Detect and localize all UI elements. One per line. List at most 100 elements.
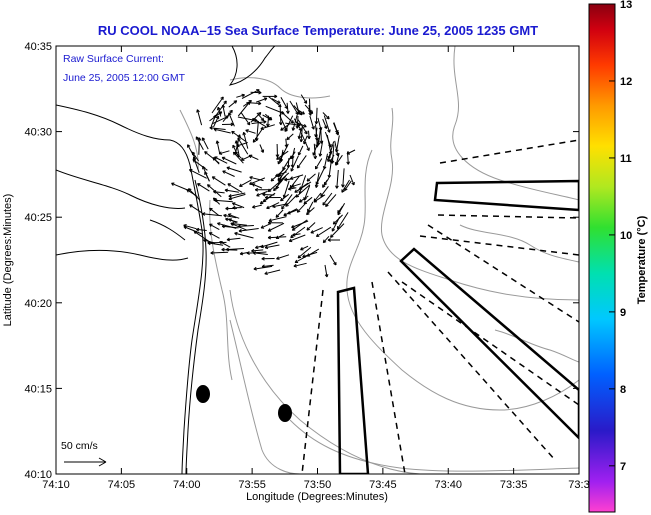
current-vector <box>275 171 287 177</box>
current-vector <box>238 228 259 233</box>
current-vector <box>314 107 319 125</box>
current-vector <box>303 135 308 145</box>
current-vector <box>213 115 220 128</box>
current-vector <box>210 114 217 127</box>
current-vector <box>256 97 268 103</box>
current-vector <box>256 190 268 197</box>
current-vector <box>234 231 254 239</box>
annotation-line-1: Raw Surface Current: <box>63 53 164 65</box>
current-vector <box>217 222 237 229</box>
current-vector <box>291 220 309 229</box>
current-vector <box>192 159 208 171</box>
current-vector <box>207 184 222 198</box>
current-vector <box>267 235 287 240</box>
current-vector <box>250 90 262 95</box>
current-vector <box>250 112 262 123</box>
current-vector <box>249 177 266 186</box>
current-vector <box>221 156 237 165</box>
current-vector <box>221 104 226 117</box>
colorbar-tick-label: 13 <box>620 0 632 11</box>
current-vector <box>292 233 301 237</box>
current-vector <box>268 96 282 108</box>
lane-boundary <box>301 289 324 474</box>
current-vector <box>260 124 275 130</box>
colorbar-tick-label: 10 <box>620 230 632 242</box>
current-vector <box>300 245 309 251</box>
x-axis: 74:10 74:05 74:00 73:55 73:50 73:45 73:40 73:35… <box>42 46 590 491</box>
colorbar <box>588 3 616 513</box>
current-vector <box>335 154 343 166</box>
current-vector <box>262 195 272 203</box>
current-vector <box>291 114 298 131</box>
bathymetry-contour <box>494 329 579 363</box>
current-vector <box>242 100 252 107</box>
coastline <box>56 250 189 261</box>
current-vector <box>307 201 314 213</box>
current-vector <box>228 100 238 108</box>
current-vector <box>279 149 284 163</box>
current-vector <box>315 166 326 186</box>
x-tick-label: 74:05 <box>108 479 136 491</box>
current-vector <box>215 100 227 116</box>
x-tick-label: 73:35 <box>500 479 528 491</box>
current-vector <box>227 183 243 193</box>
bathymetry-contour <box>209 199 233 381</box>
lane-boundary <box>427 224 579 323</box>
current-vector <box>278 104 283 126</box>
current-vector <box>297 119 308 135</box>
current-vector <box>306 222 316 231</box>
current-vector <box>251 248 264 253</box>
current-vector <box>314 127 318 138</box>
bathymetry-contour <box>229 289 421 474</box>
current-vector <box>290 156 295 168</box>
current-vector <box>275 233 285 239</box>
current-vector <box>307 130 311 140</box>
current-vector <box>327 238 340 242</box>
current-vector <box>314 172 320 188</box>
current-vector <box>202 212 222 217</box>
current-vector <box>225 206 238 211</box>
current-vector <box>322 153 328 170</box>
current-vector <box>349 174 355 186</box>
current-vector <box>212 197 221 205</box>
current-vector <box>297 246 312 259</box>
colorbar-tick-label: 7 <box>620 461 626 473</box>
current-vector <box>246 251 267 255</box>
current-vector <box>294 181 312 193</box>
current-vector <box>290 155 299 172</box>
current-vector <box>285 102 290 114</box>
x-axis-label: Longitude (Degrees:Minutes) <box>246 491 388 503</box>
current-vector <box>232 202 245 209</box>
current-vector <box>183 225 203 235</box>
current-vector <box>278 169 284 178</box>
bathymetry-contour <box>289 419 579 472</box>
current-vector <box>337 202 346 216</box>
current-vector <box>308 105 313 116</box>
current-vector <box>232 205 242 210</box>
lane-boundary <box>419 235 579 256</box>
bathymetry-contour <box>452 46 579 201</box>
current-vector <box>306 173 316 182</box>
current-vector <box>228 193 246 201</box>
current-vector <box>341 179 350 193</box>
current-vector <box>252 128 263 143</box>
colorbar-ticks: 13 12 11 10 9 8 7 <box>609 0 632 473</box>
current-vector <box>293 262 307 268</box>
bathymetry-contour <box>229 319 301 474</box>
colorbar-tick-label: 9 <box>620 307 626 319</box>
shipping-lane <box>336 286 370 474</box>
current-vector <box>275 174 283 190</box>
current-vector <box>226 166 242 173</box>
annotation-line-2: June 25, 2005 12:00 GMT <box>63 72 186 84</box>
lane-boundary <box>437 214 579 219</box>
current-vector <box>300 94 308 104</box>
current-vector <box>255 245 264 249</box>
current-vector <box>320 185 329 197</box>
current-vector <box>322 112 330 120</box>
current-vector <box>261 256 275 261</box>
y-tick-label: 40:10 <box>24 469 52 481</box>
current-vector <box>315 158 323 170</box>
current-vector <box>211 96 224 114</box>
current-vector <box>344 180 352 191</box>
